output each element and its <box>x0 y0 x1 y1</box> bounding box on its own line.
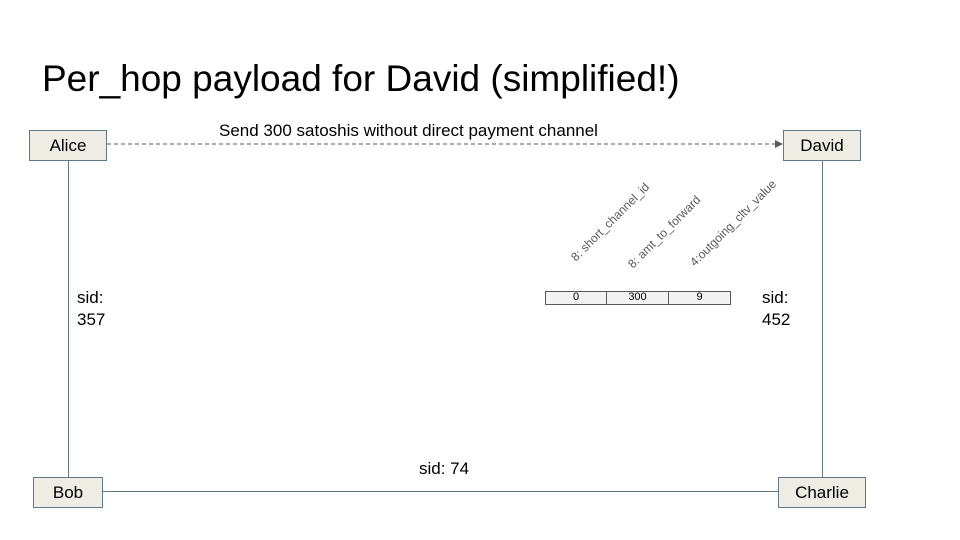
payload-field-outgoing-cltv-value: 9 <box>668 291 731 305</box>
payload-field-name-outgoing-cltv-value: 4:outgoing_cltv_value <box>687 177 780 269</box>
node-alice: Alice <box>29 130 107 161</box>
payload-field-short-channel-id: 0 <box>545 291 607 305</box>
node-charlie: Charlie <box>778 477 866 508</box>
bob-charlie-edge <box>103 491 778 492</box>
david-charlie-edge <box>822 161 823 477</box>
node-bob: Bob <box>33 477 103 508</box>
node-bob-label: Bob <box>52 482 84 502</box>
alice-bob-edge <box>68 161 69 477</box>
node-charlie-label: Charlie <box>795 482 849 502</box>
node-david: David <box>783 130 861 161</box>
page-title: Per_hop payload for David (simplified!) <box>42 58 680 99</box>
payload-field-amt-to-forward: 300 <box>606 291 669 305</box>
alice-bob-sid-label: sid: 357 <box>77 288 106 329</box>
node-david-label: David <box>800 135 844 155</box>
node-alice-label: Alice <box>49 135 87 155</box>
david-charlie-sid-label: sid: 452 <box>762 288 791 329</box>
send-payment-label: Send 300 satoshis without direct payment… <box>219 121 598 140</box>
bob-charlie-sid-label: sid: 74 <box>419 459 470 478</box>
